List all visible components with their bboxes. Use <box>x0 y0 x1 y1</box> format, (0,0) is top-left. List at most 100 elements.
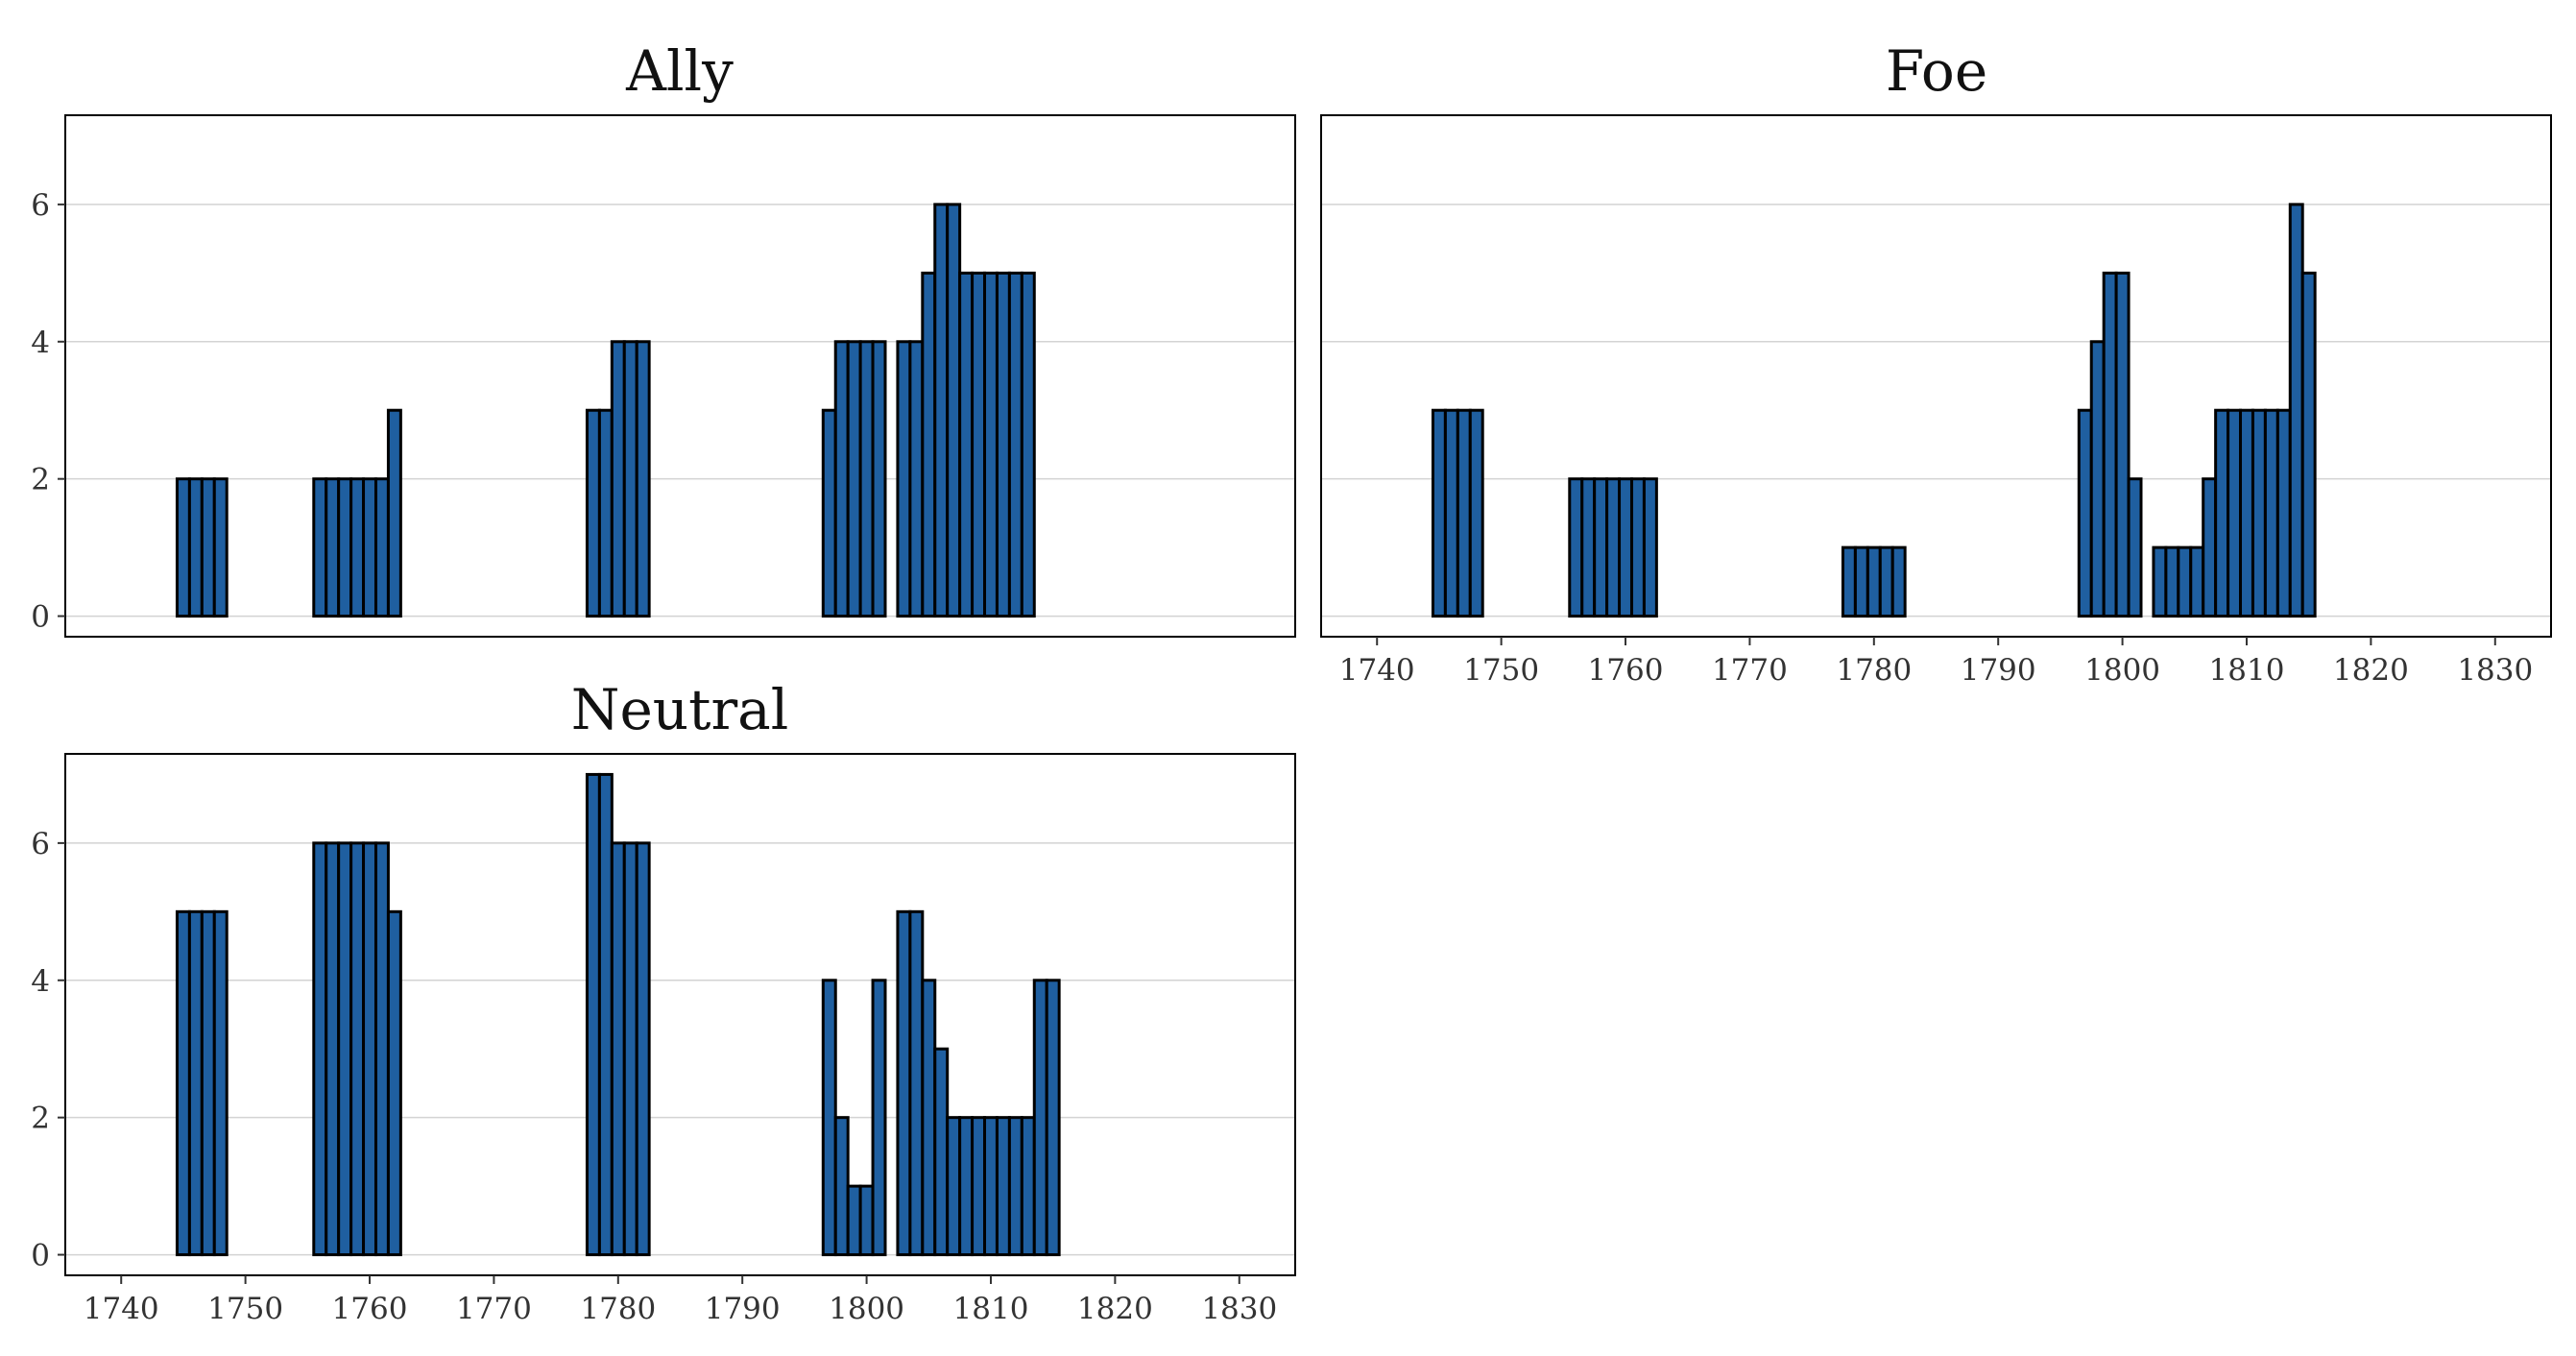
histogram-bar <box>312 841 328 1257</box>
bars <box>175 772 1061 1257</box>
histogram-bar <box>597 408 614 618</box>
histogram-bar <box>597 772 614 1257</box>
histogram-bar <box>1045 979 1061 1257</box>
histogram-bar <box>1853 545 1869 618</box>
histogram-bar <box>871 340 887 618</box>
histogram-bar <box>610 841 626 1257</box>
x-tick-label: 1820 <box>1077 1292 1153 1326</box>
histogram-bar <box>846 340 862 618</box>
histogram-bar <box>1431 408 1447 618</box>
histogram-bar <box>2114 271 2131 618</box>
histogram-bar <box>2089 340 2106 618</box>
histogram-bar <box>2214 408 2230 618</box>
histogram-bar <box>921 979 937 1257</box>
panel-title-foe: Foe <box>1886 38 1987 104</box>
histogram-bar <box>312 477 328 618</box>
histogram-bar <box>1605 477 1622 618</box>
histogram-bar <box>2251 408 2267 618</box>
histogram-bar <box>2227 408 2243 618</box>
panel-foe: Foe 1740 1750 1760 1770 1780 1790 1800 1810 1820… <box>1320 38 2552 688</box>
histogram-bar <box>971 271 987 618</box>
histogram-bar <box>325 841 341 1257</box>
histogram-bar <box>1032 979 1048 1257</box>
y-tick-label: 0 <box>31 600 50 635</box>
histogram-bar <box>635 340 651 618</box>
histogram-bar <box>1878 545 1894 618</box>
histogram-bar <box>2077 408 2093 618</box>
histogram-bar <box>946 1116 962 1257</box>
histogram-bar <box>2300 271 2317 618</box>
x-tick-label: 1750 <box>207 1292 283 1326</box>
y-tick-label: 2 <box>31 463 50 497</box>
bars <box>1431 203 2317 618</box>
histogram-bar <box>858 1184 875 1257</box>
histogram-bar <box>2152 545 2168 618</box>
histogram-bar <box>983 1116 999 1257</box>
histogram-bar <box>386 909 402 1257</box>
histogram-bar <box>1568 477 1584 618</box>
x-tick-label: 1810 <box>953 1292 1029 1326</box>
histogram-bar <box>337 477 353 618</box>
histogram-bar <box>200 909 216 1257</box>
histogram-bar <box>933 1047 950 1257</box>
histogram-bar <box>386 408 402 618</box>
x-tick-label: 1740 <box>84 1292 159 1326</box>
x-axis: 1740 1750 1760 1770 1780 1790 1800 1810 1820 1830 <box>84 1275 1277 1326</box>
histogram-bar <box>946 203 962 618</box>
x-tick-label: 1790 <box>1961 653 2036 688</box>
x-tick-label: 1820 <box>2333 653 2409 688</box>
histogram-bar <box>1642 477 1658 618</box>
histogram-bar <box>610 340 626 618</box>
histogram-bar <box>362 477 377 618</box>
y-axis: 0 2 4 6 <box>31 188 65 635</box>
histogram-bar <box>2102 271 2118 618</box>
histogram-bar <box>349 841 366 1257</box>
histogram-bar <box>325 477 341 618</box>
histogram-bar <box>200 477 216 618</box>
histogram-bar <box>871 979 887 1257</box>
histogram-bar <box>175 909 191 1257</box>
histogram-bar <box>373 841 390 1257</box>
histogram-bar <box>896 340 912 618</box>
x-tick-label: 1800 <box>2084 653 2160 688</box>
histogram-bar <box>1020 1116 1036 1257</box>
histogram-bar <box>1580 477 1597 618</box>
panel-neutral: Neutral 0 2 4 6 1740 1750 1760 1770 1780 1790 180… <box>31 677 1296 1326</box>
y-tick-label: 4 <box>31 964 50 999</box>
histogram-bar <box>2275 408 2292 618</box>
x-tick-label: 1830 <box>1201 1292 1277 1326</box>
histogram-bar <box>983 271 999 618</box>
histogram-bar <box>1890 545 1907 618</box>
x-tick-label: 1760 <box>332 1292 408 1326</box>
histogram-bar <box>187 477 204 618</box>
y-gridlines <box>65 204 1295 617</box>
histogram-bar <box>846 1184 862 1257</box>
histogram-bar <box>971 1116 987 1257</box>
histogram-bar <box>995 271 1011 618</box>
histogram-bar <box>373 477 390 618</box>
histogram-bar <box>175 477 191 618</box>
panel-title-neutral: Neutral <box>571 677 789 742</box>
histogram-bar <box>2288 203 2304 618</box>
histogram-bar <box>585 772 601 1257</box>
histogram-bar <box>1007 1116 1023 1257</box>
x-tick-label: 1750 <box>1463 653 1539 688</box>
x-tick-label: 1760 <box>1588 653 1664 688</box>
histogram-bar <box>821 408 837 618</box>
histogram-bar <box>585 408 601 618</box>
histogram-bar <box>622 340 638 618</box>
panel-frame <box>1320 114 2552 638</box>
histogram-bar <box>1593 477 1609 618</box>
bars <box>175 203 1036 618</box>
x-tick-label: 1740 <box>1339 653 1415 688</box>
histogram-bar <box>1866 545 1882 618</box>
histogram-bar <box>908 909 925 1257</box>
y-tick-label: 4 <box>31 326 50 360</box>
panel-title-ally: Ally <box>625 38 734 104</box>
histogram-bar <box>337 841 353 1257</box>
x-tick-label: 1800 <box>829 1292 904 1326</box>
y-gridlines <box>65 842 1295 1256</box>
y-tick-label: 2 <box>31 1102 50 1136</box>
